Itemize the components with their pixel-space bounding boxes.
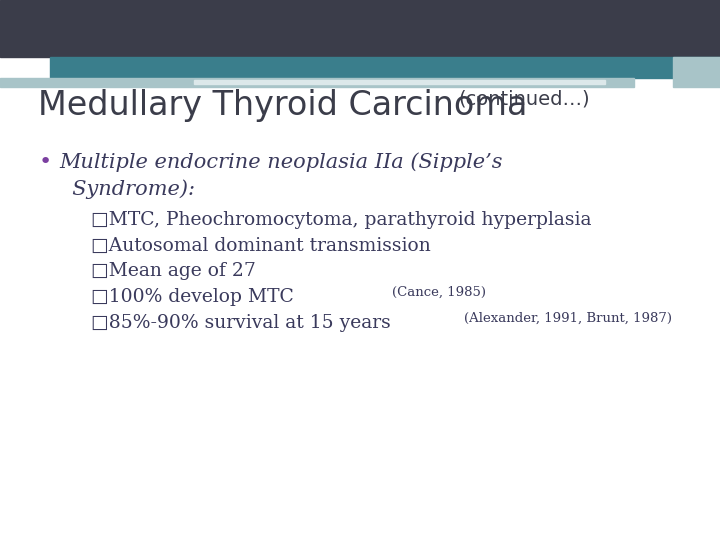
Bar — [673, 57, 720, 87]
Text: □100% develop MTC: □100% develop MTC — [91, 288, 300, 306]
Text: •: • — [38, 152, 51, 172]
Bar — [0, 0, 720, 57]
Text: □100% develop MTC (Cance, 1985): □100% develop MTC (Cance, 1985) — [91, 288, 433, 307]
Text: □85%-90% survival at 15 years: □85%-90% survival at 15 years — [91, 314, 397, 332]
Text: (Cance, 1985): (Cance, 1985) — [392, 286, 487, 299]
Bar — [50, 57, 720, 78]
Text: □Autosomal dominant transmission: □Autosomal dominant transmission — [91, 237, 431, 254]
Text: Multiple endocrine neoplasia IIa (Sipple’s: Multiple endocrine neoplasia IIa (Sipple… — [59, 152, 503, 172]
Text: □MTC, Pheochromocytoma, parathyroid hyperplasia: □MTC, Pheochromocytoma, parathyroid hype… — [91, 211, 591, 228]
Text: Syndrome):: Syndrome): — [59, 179, 195, 199]
Bar — [194, 80, 605, 84]
Text: (continued…): (continued…) — [458, 89, 590, 108]
Text: (Alexander, 1991, Brunt, 1987): (Alexander, 1991, Brunt, 1987) — [464, 312, 672, 325]
Text: Medullary Thyroid Carcinoma: Medullary Thyroid Carcinoma — [38, 89, 528, 122]
Text: □Mean age of 27: □Mean age of 27 — [91, 262, 256, 280]
Bar — [0, 78, 634, 87]
Text: □85%-90% survival at 15 years (Alexander, 1991, Brunt, 1987): □85%-90% survival at 15 years (Alexander… — [91, 314, 690, 333]
